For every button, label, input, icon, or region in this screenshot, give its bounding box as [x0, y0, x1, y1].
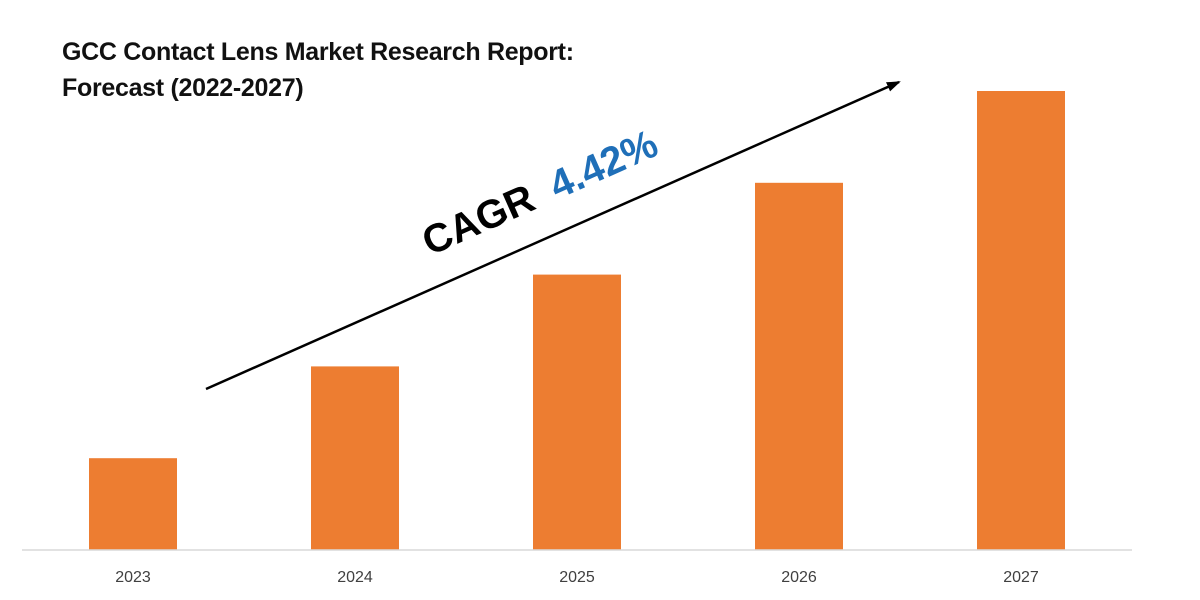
chart-title: GCC Contact Lens Market Research Report:… — [62, 34, 574, 106]
chart-title-line-1: GCC Contact Lens Market Research Report: — [62, 38, 574, 66]
cagr-label: CAGR — [416, 176, 542, 264]
bar-2025 — [533, 274, 621, 550]
x-tick-label-2026: 2026 — [781, 569, 817, 586]
trend-arrow — [205, 80, 901, 391]
cagr-annotation: CAGR 4.42% — [416, 122, 665, 264]
chart-title-line-2: Forecast (2022-2027) — [62, 74, 304, 102]
bar-2023 — [89, 458, 177, 550]
x-tick-label-2027: 2027 — [1003, 569, 1039, 586]
bar-2027 — [977, 91, 1065, 550]
x-tick-label-2025: 2025 — [559, 569, 595, 586]
x-tick-label-2024: 2024 — [337, 569, 373, 586]
x-tick-labels: 2023 2024 2025 2026 2027 — [115, 569, 1039, 586]
x-tick-label-2023: 2023 — [115, 569, 151, 586]
bar-2026 — [755, 182, 843, 551]
bars-group — [89, 91, 1065, 551]
bar-2024 — [311, 366, 399, 550]
